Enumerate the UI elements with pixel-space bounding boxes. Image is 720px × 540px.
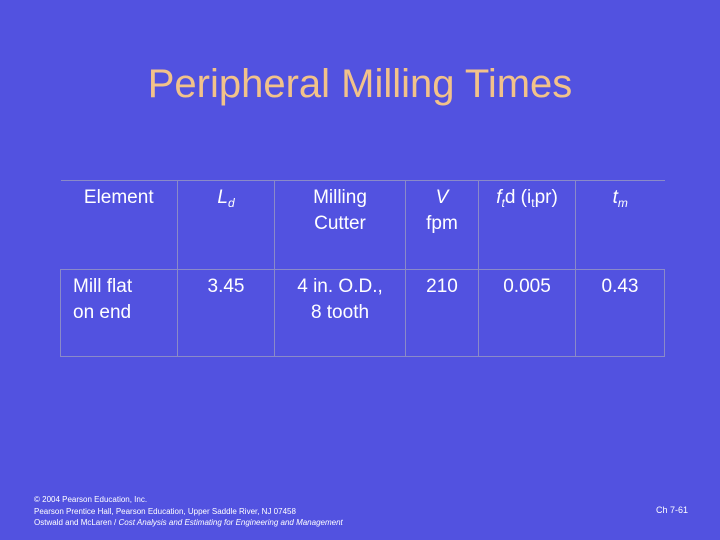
header-feed: ftd (itpr) [478, 180, 576, 270]
cell-element: Mill flat on end [60, 269, 178, 357]
header-cutter-line2: Cutter [314, 213, 366, 234]
header-feed-pr: pr) [534, 187, 558, 208]
header-v-line2: fpm [426, 213, 458, 234]
header-v-line1: V [435, 187, 449, 208]
footer-line1: © 2004 Pearson Education, Inc. [34, 495, 148, 504]
header-feed-d: d (i [504, 187, 532, 208]
cell-cutter-line1: 4 in. O.D., [297, 276, 383, 297]
cell-element-line1: Mill flat [73, 276, 133, 297]
header-feed-f-sub: t [501, 196, 505, 210]
header-ld: Ld [177, 180, 275, 270]
cell-v: 210 [405, 269, 479, 357]
header-cutter-line1: Milling [313, 187, 367, 208]
header-feed-f: f [496, 187, 502, 208]
cell-feed: 0.005 [478, 269, 576, 357]
footer-book-title: Cost Analysis and Estimating for Enginee… [118, 518, 343, 527]
page-number: Ch 7-61 [655, 505, 688, 515]
cell-tm: 0.43 [575, 269, 665, 357]
table-header-row: Element Ld Milling Cutter V fpm ftd (itp… [60, 180, 665, 270]
header-tm: tm [575, 180, 665, 270]
footer-authors: Ostwald and McLaren / [34, 518, 119, 527]
footer-line2: Pearson Prentice Hall, Pearson Education… [34, 506, 296, 516]
table-row: Mill flat on end 3.45 4 in. O.D., 8 toot… [60, 269, 665, 357]
cell-element-line2: on end [73, 302, 132, 323]
slide-title: Peripheral Milling Times [147, 62, 573, 106]
header-ld-sub: d [227, 196, 235, 210]
footer-line3: Ostwald and McLaren / Cost Analysis and … [34, 517, 343, 529]
milling-times-table: Element Ld Milling Cutter V fpm ftd (itp… [60, 180, 665, 357]
header-ld-main: L [217, 187, 228, 208]
cell-cutter-line2: 8 tooth [310, 302, 370, 323]
cell-ld: 3.45 [177, 269, 275, 357]
header-tm-main: t [612, 187, 618, 208]
cell-milling-cutter: 4 in. O.D., 8 tooth [274, 269, 406, 357]
header-v: V fpm [405, 180, 479, 270]
header-feed-t-sub: t [531, 196, 535, 210]
header-element: Element [60, 180, 178, 270]
copyright-footer: © 2004 Pearson Education, Inc. Pearson P… [34, 494, 343, 529]
header-milling-cutter: Milling Cutter [274, 180, 406, 270]
header-tm-sub: m [617, 196, 628, 210]
